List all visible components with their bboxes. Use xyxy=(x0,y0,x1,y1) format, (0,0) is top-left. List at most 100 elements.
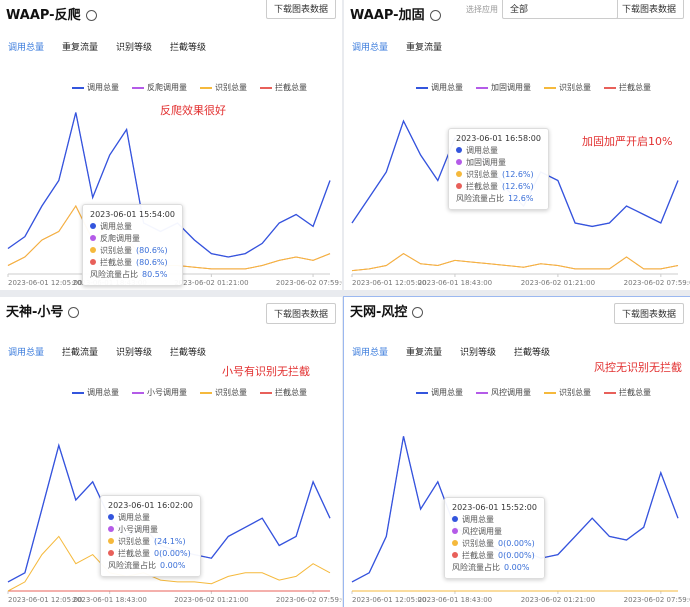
tooltip-dot xyxy=(90,247,96,253)
legend-marker xyxy=(260,391,272,394)
tab[interactable]: 调用总量 xyxy=(8,43,45,53)
tooltip-value: (12.6%) xyxy=(502,182,534,191)
tooltip-row: 风险流量占比 0.00% xyxy=(452,562,537,574)
x-tick-label: 2023-06-02 07:59:00 xyxy=(276,596,342,604)
tooltip-row: 拦截总量 (80.6%) xyxy=(90,257,175,269)
tooltip-row: 调用总量 xyxy=(456,145,541,157)
legend-label: 小号调用量 xyxy=(147,388,187,397)
tooltip-dot xyxy=(452,540,458,546)
tooltip-label: 调用总量 xyxy=(118,513,150,522)
panel-title: 天神-小号 xyxy=(6,301,80,320)
tooltip-label: 识别总量 xyxy=(100,246,132,255)
tooltip-row: 反爬调用量 xyxy=(90,233,175,245)
x-tick-label: 2023-06-01 12:05:00 xyxy=(352,279,426,287)
legend-marker xyxy=(132,391,144,394)
download-button[interactable]: 下载图表数据 xyxy=(613,303,684,324)
legend-label: 调用总量 xyxy=(87,388,119,397)
tab[interactable]: 拦截等级 xyxy=(170,348,207,358)
tab[interactable]: 识别等级 xyxy=(116,43,153,53)
legend-marker xyxy=(604,86,616,89)
tooltip-label: 风险流量占比 xyxy=(108,561,156,570)
panel-title: 天网-风控 xyxy=(350,301,424,320)
tab[interactable]: 重复流量 xyxy=(62,43,99,53)
tooltip-value: 0(0.00%) xyxy=(498,539,535,548)
tab[interactable]: 调用总量 xyxy=(352,43,389,53)
tooltip-dot xyxy=(452,516,458,522)
legend-label: 调用总量 xyxy=(87,83,119,92)
download-button[interactable]: 下载图表数据 xyxy=(613,0,684,19)
legend-marker xyxy=(200,86,212,89)
tooltip-row: 风险流量占比 80.5% xyxy=(90,269,175,281)
tooltip-dot xyxy=(456,159,462,165)
tooltip: 2023-06-01 16:02:00 调用总量 小号调用量 识别总量 (24.1%) 拦… xyxy=(100,495,201,577)
legend-marker xyxy=(416,86,428,89)
series-line xyxy=(351,253,679,272)
tab[interactable]: 调用总量 xyxy=(352,348,389,358)
legend-label: 拦截总量 xyxy=(619,388,651,397)
x-tick-label: 2023-06-02 01:21:00 xyxy=(174,596,248,604)
panel: WAAP-反爬 下载图表数据 调用总量 重复流量 识别等级 拦截等级 调用总量 反爬调用量 识别… xyxy=(0,0,342,290)
annotation: 加固加严开启10% xyxy=(582,135,673,148)
tooltip-value: 80.5% xyxy=(142,270,168,279)
tooltip-dot xyxy=(108,514,114,520)
tooltip-dot xyxy=(452,528,458,534)
legend-label: 识别总量 xyxy=(215,388,247,397)
legend-label: 识别总量 xyxy=(559,388,591,397)
tab[interactable]: 重复流量 xyxy=(406,348,443,358)
tab[interactable]: 拦截等级 xyxy=(514,348,551,358)
tooltip-row: 风险流量占比 0.00% xyxy=(108,560,193,572)
tooltip-label: 拦截总量 xyxy=(462,551,494,560)
legend-label: 风控调用量 xyxy=(491,388,531,397)
legend-label: 识别总量 xyxy=(559,83,591,92)
legend-label: 加固调用量 xyxy=(491,83,531,92)
tooltip-label: 识别总量 xyxy=(118,537,150,546)
tooltip-label: 拦截总量 xyxy=(118,549,150,558)
tooltip-row: 小号调用量 xyxy=(108,524,193,536)
tooltip-row: 风控调用量 xyxy=(452,526,537,538)
download-button[interactable]: 下载图表数据 xyxy=(265,0,336,19)
legend-item: 拦截总量 xyxy=(260,387,307,398)
select-box[interactable]: 全部 xyxy=(502,0,618,19)
tooltip-dot xyxy=(456,183,462,189)
tab[interactable]: 重复流量 xyxy=(406,43,443,53)
tooltip-label: 风险流量占比 xyxy=(90,270,138,279)
legend-item: 识别总量 xyxy=(544,82,591,93)
tooltip-label: 调用总量 xyxy=(100,222,132,231)
x-tick-label: 2023-06-01 18:43:00 xyxy=(418,596,492,604)
info-icon xyxy=(85,10,97,21)
legend-item: 调用总量 xyxy=(416,387,463,398)
panel-title: WAAP-加固 xyxy=(350,4,441,23)
tooltip-dot xyxy=(90,259,96,265)
tooltip-dot xyxy=(108,526,114,532)
info-icon xyxy=(429,10,441,21)
x-tick-label: 2023-06-01 12:05:00 xyxy=(8,279,82,287)
legend-marker xyxy=(476,86,488,89)
legend-marker xyxy=(72,391,84,394)
annotation: 风控无识别无拦截 xyxy=(594,361,682,374)
select-label: 选择应用 xyxy=(466,5,498,14)
tooltip-value: 12.6% xyxy=(508,194,534,203)
legend-label: 拦截总量 xyxy=(619,83,651,92)
annotation: 反爬效果很好 xyxy=(160,104,226,117)
tooltip-row: 调用总量 xyxy=(108,512,193,524)
tab[interactable]: 识别等级 xyxy=(460,348,497,358)
tab[interactable]: 调用总量 xyxy=(8,348,45,358)
legend-item: 拦截总量 xyxy=(604,387,651,398)
tooltip-value: 0.00% xyxy=(504,563,530,572)
tab[interactable]: 识别等级 xyxy=(116,348,153,358)
tooltip-row: 调用总量 xyxy=(452,514,537,526)
legend-item: 识别总量 xyxy=(200,387,247,398)
legend-item: 识别总量 xyxy=(200,82,247,93)
legend-item: 调用总量 xyxy=(72,82,119,93)
legend-marker xyxy=(260,86,272,89)
series-line xyxy=(7,535,331,592)
panel: 天网-风控 下载图表数据 调用总量 重复流量 识别等级 拦截等级 调用总量 风控调用量 识别总量… xyxy=(343,296,690,607)
download-button[interactable]: 下载图表数据 xyxy=(265,303,336,324)
tab[interactable]: 拦截等级 xyxy=(170,43,207,53)
tooltip-value: 0(0.00%) xyxy=(498,551,535,560)
tab[interactable]: 拦截流量 xyxy=(62,348,99,358)
tooltip-label: 调用总量 xyxy=(462,515,494,524)
legend-marker xyxy=(132,86,144,89)
